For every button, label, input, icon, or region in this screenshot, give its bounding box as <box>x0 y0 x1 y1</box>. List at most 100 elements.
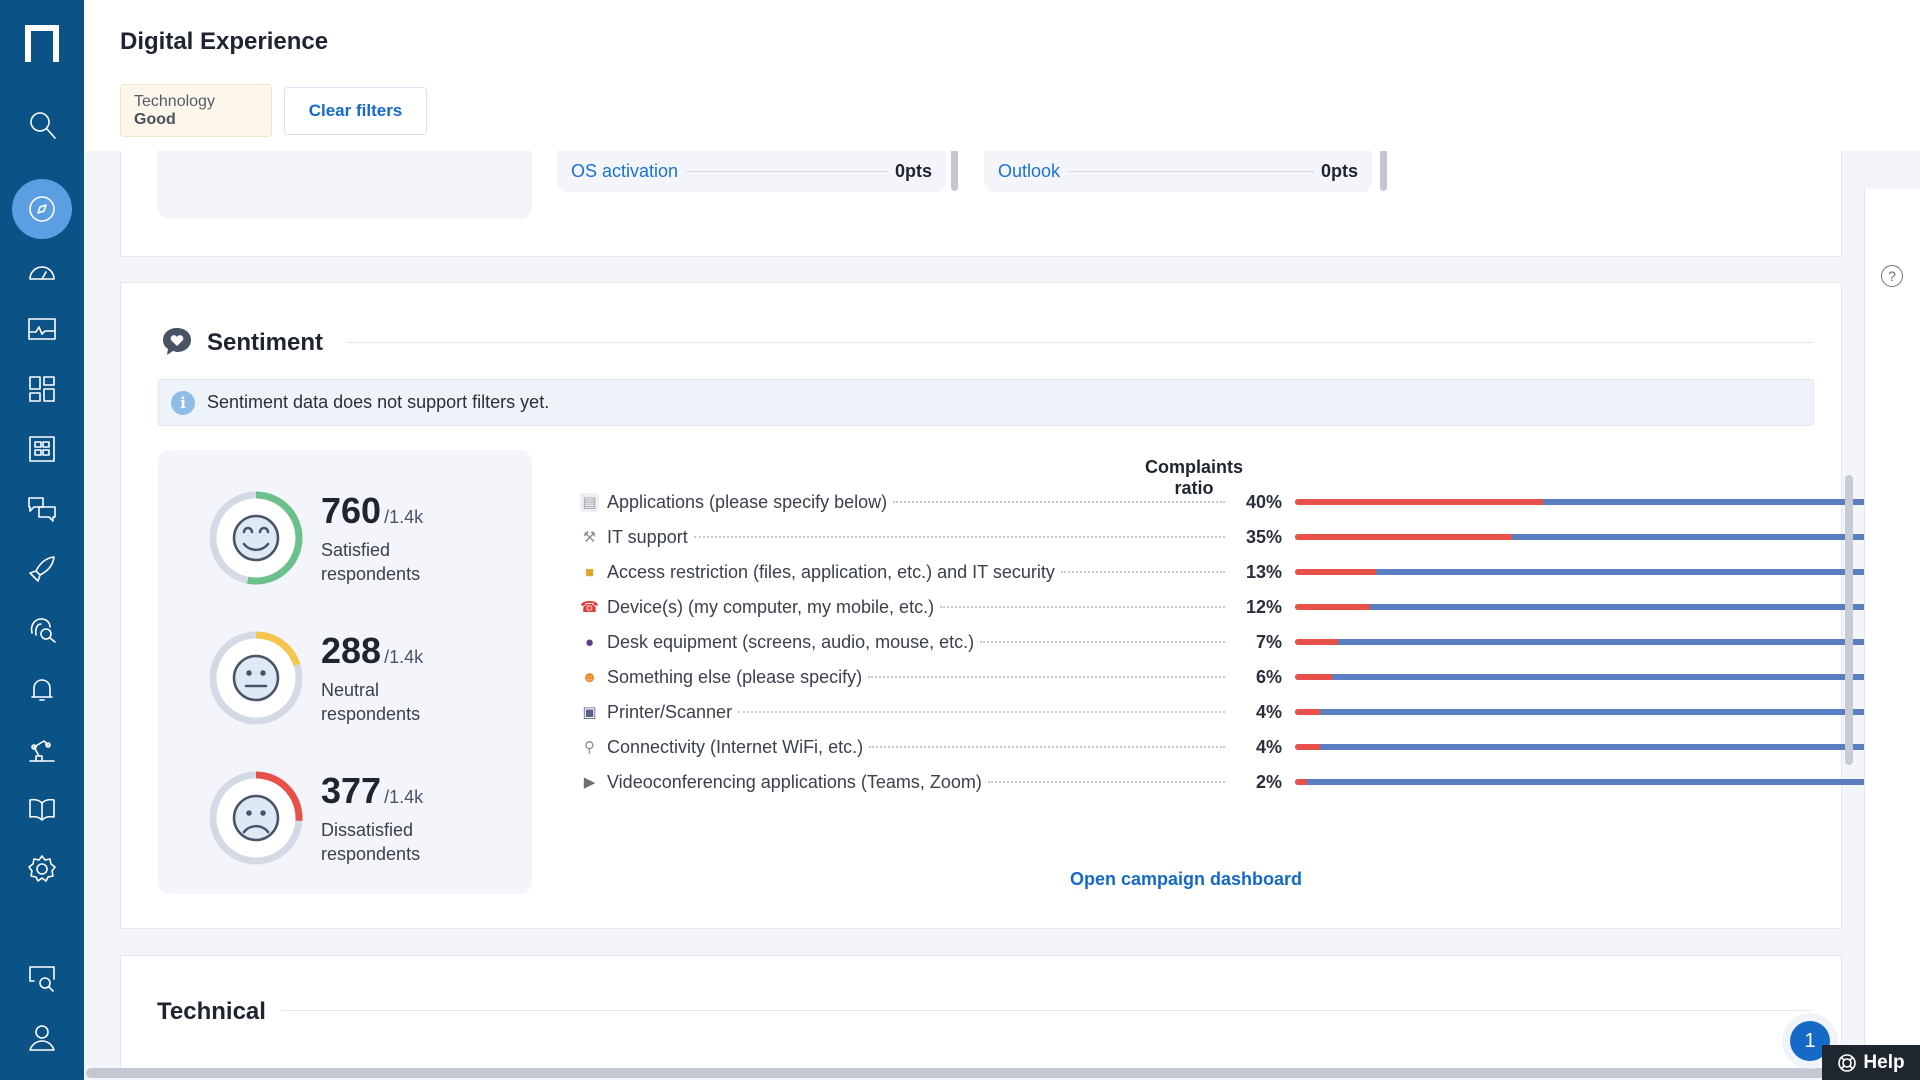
complaint-ratio-bar <box>1295 779 1916 785</box>
complaint-ratio-fill <box>1295 779 1308 785</box>
vertical-scrollbar[interactable] <box>1845 475 1853 765</box>
section-title: Technical <box>157 998 266 1025</box>
complaint-ratio-bar <box>1295 639 1916 645</box>
complaint-ratio-bar <box>1295 709 1916 715</box>
satellite-antenna-icon: ⚲ <box>584 739 595 756</box>
respondent-label: Dissatisfied respondents <box>321 820 421 864</box>
filter-chip[interactable]: Technology Good <box>120 84 272 137</box>
sidebar-search[interactable] <box>12 95 72 155</box>
page-header: Digital Experience Technology Good Clear… <box>84 0 1920 151</box>
sentiment-stat: 760/1.4k Satisfied respondents <box>206 488 526 598</box>
complaint-ratio-fill <box>1295 499 1544 505</box>
sentiment-ring <box>209 491 303 585</box>
joystick-icon: ● <box>584 633 595 651</box>
search-message-icon <box>29 966 55 992</box>
complaint-ratio-fill <box>1295 674 1333 680</box>
chat-bubbles-icon <box>28 497 56 522</box>
sad-face-icon <box>232 794 280 842</box>
sidebar-experience[interactable] <box>12 179 72 239</box>
complaint-percent: 2% <box>1255 771 1282 792</box>
heart-chat-icon <box>163 328 191 355</box>
chart-window-icon <box>28 318 56 340</box>
kpi-label[interactable]: Outlook <box>998 161 1061 181</box>
complaint-ratio-bar <box>1295 744 1916 750</box>
complaint-label: Access restriction (files, application, … <box>607 561 1055 582</box>
sentiment-stats: 760/1.4k Satisfied respondents 288/1.4k N… <box>158 450 532 894</box>
complaint-percent: 12% <box>1245 596 1282 617</box>
respondent-count: 760/1.4k <box>321 490 424 531</box>
sidebar-monitoring[interactable] <box>12 299 72 359</box>
complaints-ratio-title: Complaints ratio <box>1144 457 1243 498</box>
scroll-indicator[interactable] <box>1380 151 1387 191</box>
section-title: Sentiment <box>207 329 324 356</box>
sidebar-alerts[interactable] <box>12 659 72 719</box>
rocket-icon <box>29 556 55 582</box>
complaint-percent: 4% <box>1255 701 1282 722</box>
horizontal-scrollbar[interactable] <box>86 1068 1826 1078</box>
complaint-label: Printer/Scanner <box>607 701 733 722</box>
complaint-ratio-fill <box>1295 709 1320 715</box>
wrench-icon: ⚒ <box>582 529 597 546</box>
sidebar-profile[interactable] <box>12 1008 72 1068</box>
sidebar-library[interactable] <box>12 779 72 839</box>
complaint-ratio-fill <box>1295 744 1320 750</box>
phone-icon: ☎ <box>580 599 599 616</box>
right-panel <box>1864 189 1920 1080</box>
open-campaign-dashboard-link[interactable]: Open campaign dashboard <box>1069 869 1303 889</box>
filter-value: Good <box>134 111 176 128</box>
smile-face-icon <box>232 514 280 562</box>
kpi-value: 0pts <box>894 161 932 181</box>
help-button[interactable]: Help <box>1822 1045 1920 1080</box>
complaint-row: ⚒ IT support 35% <box>580 522 1916 552</box>
lifebuoy-icon <box>1838 1053 1857 1072</box>
kpi-label[interactable]: OS activation <box>571 161 679 181</box>
complaint-ratio-bar <box>1295 534 1916 540</box>
movie-camera-icon: ▶ <box>583 774 596 791</box>
sentiment-card: Sentiment i Sentiment data does not supp… <box>120 282 1916 929</box>
complaint-row: ☻ Something else (please specify) 6% <box>580 662 1916 692</box>
complaint-percent: 6% <box>1255 666 1282 687</box>
kpi-value: 0pts <box>1320 161 1358 181</box>
complaint-ratio-fill <box>1295 639 1339 645</box>
sidebar-dashboard[interactable] <box>12 241 72 301</box>
complaint-row: ▣ Printer/Scanner 4% <box>580 697 1916 727</box>
kpi-outlook[interactable]: Outlook 0pts <box>984 151 1372 192</box>
sidebar-investigations[interactable] <box>12 599 72 659</box>
respondent-count: 377/1.4k <box>321 770 424 811</box>
page-title: Digital Experience <box>120 28 329 55</box>
complaint-label: Videoconferencing applications (Teams, Z… <box>607 771 982 792</box>
complaint-row: ● Desk equipment (screens, audio, mouse,… <box>580 627 1916 657</box>
info-banner: i Sentiment data does not support filter… <box>158 379 1814 426</box>
complaint-label: Desk equipment (screens, audio, mouse, e… <box>607 631 975 652</box>
gauge-icon <box>29 266 55 280</box>
complaint-ratio-fill <box>1295 604 1370 610</box>
sidebar-engage[interactable] <box>12 479 72 539</box>
clear-filters-button[interactable]: Clear filters <box>284 87 427 135</box>
complaint-label: Applications (please specify below) <box>607 491 888 512</box>
complaint-ratio-fill <box>1295 534 1513 540</box>
complaint-label: Something else (please specify) <box>607 666 863 687</box>
sidebar-apps[interactable] <box>12 419 72 479</box>
bell-icon <box>31 679 53 701</box>
scroll-indicator[interactable] <box>951 151 958 191</box>
complaint-percent: 4% <box>1255 736 1282 757</box>
sidebar-search-feedback[interactable] <box>12 947 72 1007</box>
person-raising-hand-icon: ☻ <box>581 668 598 686</box>
kpi-os-activation[interactable]: OS activation 0pts <box>557 151 946 192</box>
complaint-label: Device(s) (my computer, my mobile, etc.) <box>607 596 935 617</box>
document-icon: ▤ <box>580 492 599 512</box>
sidebar-automation[interactable] <box>12 719 72 779</box>
nexthink-logo[interactable] <box>22 20 62 64</box>
ring-progress <box>209 491 303 585</box>
respondent-count: 288/1.4k <box>321 630 424 671</box>
help-circle-icon[interactable]: ? <box>1881 265 1903 287</box>
printer-icon: ▣ <box>582 704 597 721</box>
technical-card: Technical <box>120 955 1842 1075</box>
top-card: OS activation 0pts Outlook 0pts <box>120 151 1842 257</box>
sidebar-settings[interactable] <box>12 839 72 899</box>
sidebar-layouts[interactable] <box>12 359 72 419</box>
filter-key: Technology <box>134 93 215 110</box>
sidebar-remote-actions[interactable] <box>12 539 72 599</box>
book-icon <box>29 798 55 821</box>
complaint-row: ■ Access restriction (files, application… <box>580 557 1916 587</box>
